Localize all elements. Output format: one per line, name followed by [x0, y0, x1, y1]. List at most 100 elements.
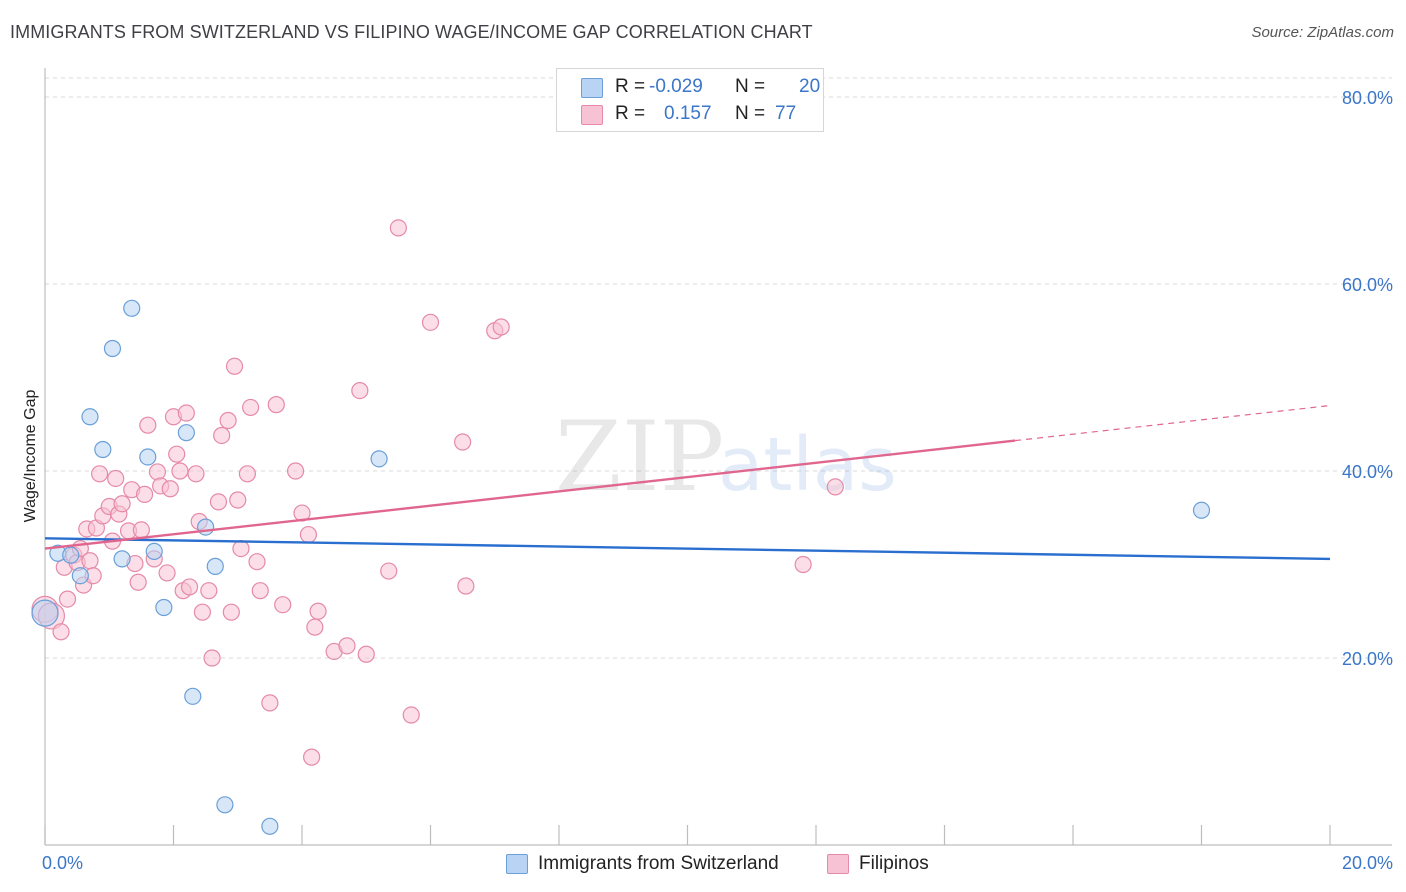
filipino-point	[213, 426, 231, 445]
filipino-point	[187, 465, 205, 483]
filipino-point	[81, 552, 99, 570]
filipino-point	[139, 416, 157, 434]
switzerland-point	[184, 687, 202, 705]
filipino-point	[232, 540, 250, 558]
filipino-point	[251, 582, 269, 600]
legend-r-label: R =	[615, 76, 646, 97]
filipino-point	[158, 564, 176, 582]
filipino-point	[794, 555, 812, 574]
filipino-point	[148, 463, 167, 481]
filipino-point	[129, 573, 147, 591]
filipino-point	[222, 603, 240, 621]
filipino-point	[229, 491, 247, 509]
legend-n-value: 77	[775, 103, 797, 124]
filipino-point	[225, 357, 244, 375]
switzerland-point	[261, 817, 279, 835]
legend-swatch-blue	[581, 78, 603, 98]
filipino-point	[389, 219, 407, 237]
legend-r-value: -0.029	[649, 76, 703, 97]
bottom-legend-swatch-pink	[827, 854, 849, 874]
switzerland-points	[31, 299, 1211, 835]
filipino-point	[238, 465, 256, 483]
filipino-point	[219, 411, 237, 430]
filipino-point	[357, 645, 375, 663]
filipino-point	[299, 525, 318, 544]
switzerland-point	[94, 440, 112, 459]
filipino-point	[91, 465, 109, 483]
switzerland-point	[216, 796, 234, 814]
filipino-point	[209, 493, 228, 511]
filipino-point	[351, 381, 369, 400]
watermark-zip: ZIP	[555, 401, 724, 513]
switzerland-point	[103, 339, 122, 358]
switzerland-point	[71, 567, 89, 585]
filipino-point	[274, 596, 292, 614]
stats-legend: R = -0.029 N = 20 R = 0.157 N = 77	[556, 68, 824, 132]
x-tick-label: 0.0%	[42, 853, 83, 873]
y-tick-label: 60.0%	[1342, 275, 1393, 295]
legend-r-value: 0.157	[664, 103, 712, 124]
switzerland-point	[155, 598, 173, 617]
filipino-point	[132, 521, 150, 539]
filipino-point	[203, 649, 221, 667]
y-tick-label: 20.0%	[1342, 649, 1393, 669]
grid-lines	[45, 77, 1392, 659]
filipino-point	[261, 694, 279, 712]
switzerland-trend-line	[44, 537, 1331, 561]
filipino-point	[168, 445, 186, 463]
filipino-point	[402, 706, 420, 724]
filipino-point	[380, 562, 398, 580]
filipino-point	[177, 404, 195, 422]
switzerland-point	[177, 424, 195, 442]
legend-swatch-pink	[581, 105, 603, 125]
filipino-point	[454, 433, 472, 451]
filipino-point	[826, 478, 844, 496]
filipino-point	[309, 602, 327, 620]
bottom-legend-swatch-blue	[506, 854, 528, 874]
filipino-point	[193, 603, 212, 621]
filipino-point	[200, 582, 218, 600]
legend-n-label: N =	[735, 76, 766, 97]
filipino-point	[492, 318, 510, 336]
switzerland-point	[81, 408, 99, 426]
tick-labels: 20.0% 40.0% 60.0% 80.0% 0.0% 20.0%	[42, 88, 1393, 873]
chart-title: IMMIGRANTS FROM SWITZERLAND VS FILIPINO …	[10, 22, 813, 42]
switzerland-point	[123, 299, 141, 317]
switzerland-point	[1192, 501, 1211, 519]
filipino-point	[286, 462, 305, 480]
filipino-point	[242, 398, 260, 417]
filipino-point	[161, 480, 179, 498]
trend-lines	[44, 404, 1331, 561]
y-axis-label: Wage/Income Gap	[22, 390, 39, 523]
watermark: ZIP atlas	[555, 401, 897, 513]
switzerland-point	[113, 550, 131, 568]
filipino-trend-extension	[1015, 404, 1331, 442]
switzerland-point	[206, 557, 224, 575]
legend-n-label: N =	[735, 103, 766, 124]
filipino-point	[306, 618, 324, 636]
filipino-point	[267, 396, 285, 414]
filipino-trend-line	[44, 439, 1016, 550]
filipino-point	[180, 578, 199, 596]
filipino-point	[107, 469, 125, 488]
bottom-legend-label: Filipinos	[859, 853, 929, 874]
watermark-atlas: atlas	[718, 422, 897, 508]
filipino-point	[338, 637, 356, 655]
filipino-point	[52, 623, 70, 641]
legend-r-label: R =	[615, 103, 646, 124]
x-tick-label: 20.0%	[1342, 853, 1393, 873]
filipino-point	[248, 553, 266, 571]
legend-n-value: 20	[799, 76, 821, 97]
filipino-point	[113, 495, 131, 513]
y-tick-label: 80.0%	[1342, 88, 1393, 108]
source-note: Source: ZipAtlas.com	[1251, 24, 1394, 41]
y-tick-label: 40.0%	[1342, 462, 1393, 482]
filipino-point	[303, 748, 321, 766]
switzerland-point	[31, 599, 59, 627]
filipino-point	[135, 485, 154, 503]
switzerland-point	[62, 546, 80, 564]
axes	[44, 68, 1392, 846]
switzerland-point	[139, 448, 157, 466]
switzerland-point	[145, 542, 163, 561]
